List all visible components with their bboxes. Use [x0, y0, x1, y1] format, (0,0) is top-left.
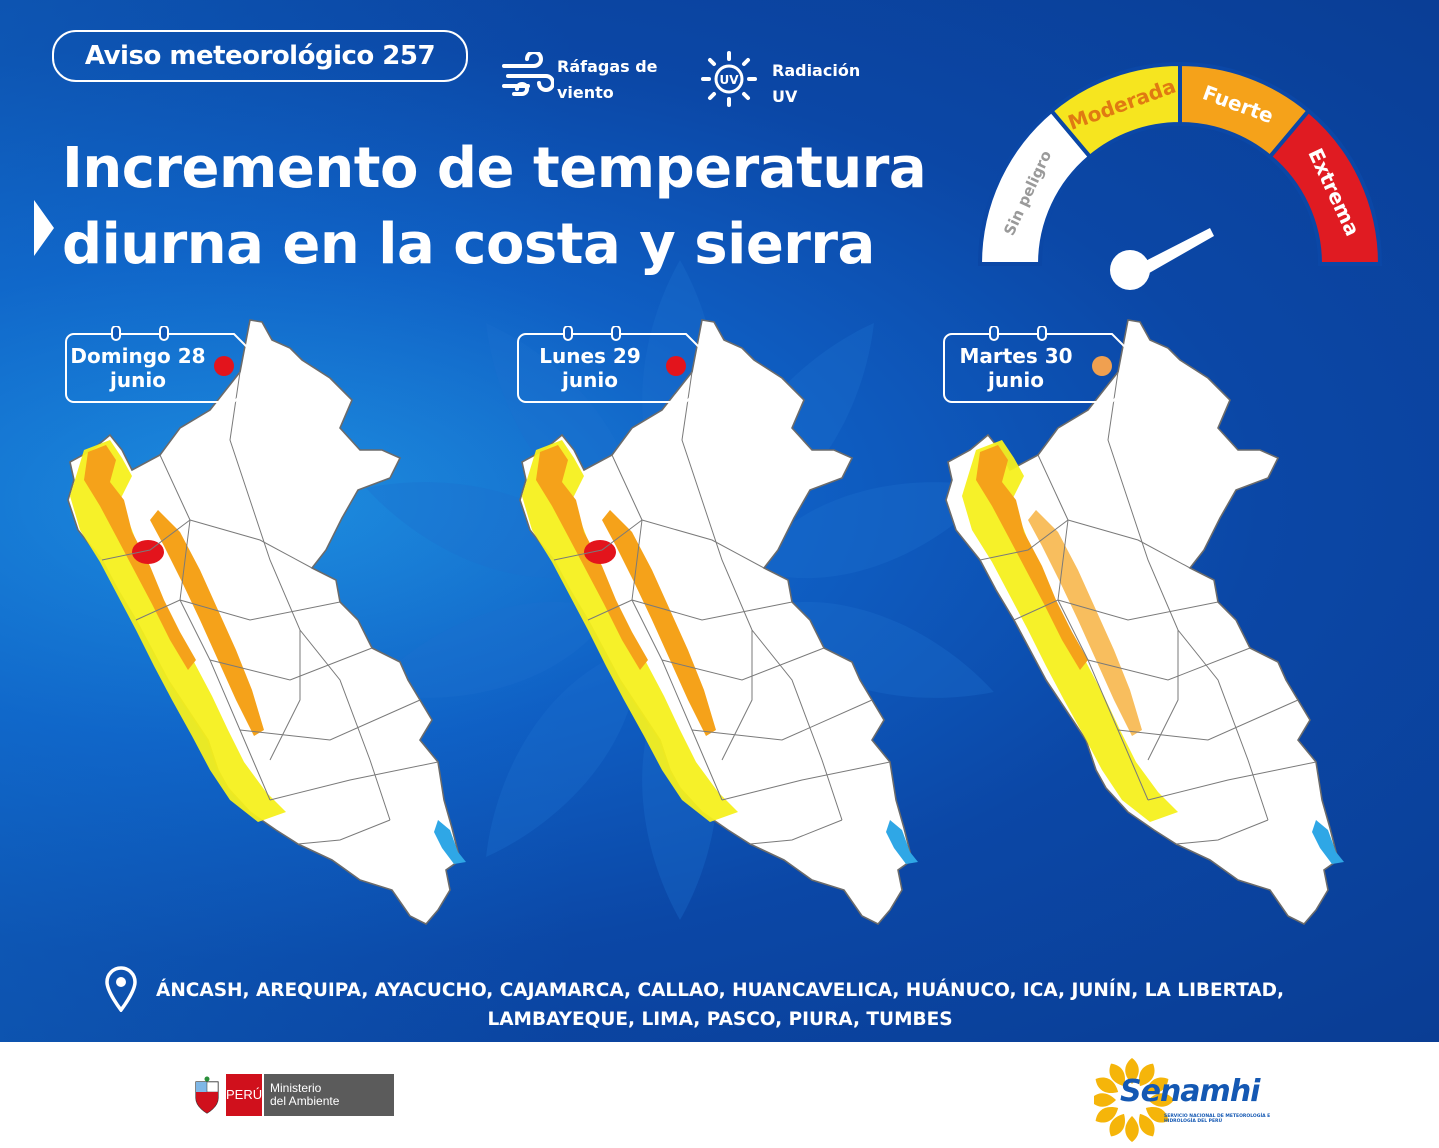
- date-month: junio: [562, 368, 618, 392]
- peru-label: PERÚ: [226, 1074, 262, 1116]
- department-border: [641, 519, 765, 569]
- gauge-segment-extrema: [1267, 107, 1383, 266]
- department-border: [587, 599, 633, 621]
- lake-titicaca: [1312, 820, 1344, 864]
- date-month: junio: [110, 368, 166, 392]
- senamhi-sun-icon: [1094, 1058, 1174, 1142]
- date-label-card: Domingo 28 junio: [64, 326, 270, 403]
- level-dot: [666, 356, 686, 376]
- department-border: [135, 599, 181, 621]
- gauge-needle: [1110, 228, 1214, 290]
- level-dot: [214, 356, 234, 376]
- peru-map: [945, 319, 1344, 925]
- department-border: [239, 699, 421, 741]
- forecast-map-day-2: Lunes 29 junio: [492, 300, 932, 940]
- peru-coat-of-arms-icon: [195, 1076, 219, 1114]
- department-border: [721, 630, 753, 761]
- department-border: [1013, 599, 1059, 621]
- ministry-line-1: Ministerio: [270, 1081, 322, 1095]
- legend-wind-label-1: Ráfagas de: [557, 57, 658, 76]
- level-dot: [1092, 356, 1112, 376]
- peru-outline: [519, 319, 913, 925]
- date-day: Martes 30: [959, 344, 1073, 368]
- date-label-card: Martes 30 junio: [942, 326, 1148, 403]
- date-label-card: Lunes 29 junio: [516, 326, 722, 403]
- department-border: [269, 630, 301, 761]
- department-border: [297, 819, 391, 845]
- hazard-zone-strong-highlands: [1028, 510, 1142, 736]
- department-border: [979, 519, 1069, 561]
- legend-wind-label-2: viento: [557, 83, 614, 102]
- senamhi-subtitle: SERVICIO NACIONAL DE METEOROLOGÍA E HIDR…: [1164, 1114, 1271, 1124]
- department-border: [101, 519, 191, 561]
- department-border: [553, 519, 643, 561]
- warning-number-badge: Aviso meteorológico 257: [52, 30, 468, 82]
- ministerio-del-ambiente-logo: PERÚ Ministerio del Ambiente: [192, 1072, 396, 1118]
- department-border: [1117, 699, 1299, 741]
- footer: PERÚ Ministerio del Ambiente Senamhi SER…: [0, 1042, 1439, 1148]
- date-day: Domingo 28: [70, 344, 206, 368]
- date-day: Lunes 29: [539, 344, 641, 368]
- senamhi-wordmark: Senamhi: [1120, 1074, 1260, 1109]
- ministry-line-2: del Ambiente: [270, 1094, 340, 1108]
- department-border: [691, 699, 873, 741]
- headline-line-2: diurna en la costa y sierra: [62, 212, 875, 277]
- department-border: [189, 519, 313, 569]
- department-border: [661, 647, 825, 681]
- department-border: [1147, 630, 1179, 761]
- hazard-zone-strong: [976, 445, 1088, 670]
- peru-outline: [67, 319, 461, 925]
- department-border: [229, 371, 391, 821]
- department-border: [1107, 371, 1269, 821]
- department-border: [631, 599, 793, 621]
- department-border: [269, 761, 439, 801]
- legend-uv-label-2: UV: [772, 87, 798, 106]
- lake-titicaca: [886, 820, 918, 864]
- affected-regions-line-2: LAMBAYEQUE, LIMA, PASCO, PIURA, TUMBES: [487, 1009, 953, 1030]
- department-border: [159, 454, 271, 801]
- ministry-label: Ministerio del Ambiente: [264, 1074, 394, 1116]
- wind-gust-icon: [502, 52, 554, 96]
- department-border: [681, 371, 843, 821]
- calendar-card-icon: [943, 326, 1148, 403]
- calendar-card-icon: [65, 326, 270, 403]
- warning-banner: Aviso meteorológico 257 Ráfagas de vient…: [0, 0, 1439, 1042]
- department-border: [1147, 761, 1317, 801]
- hazard-zone-strong-highlands: [602, 510, 716, 736]
- department-border: [611, 454, 723, 801]
- uv-sun-icon: UV: [701, 51, 757, 107]
- date-month: junio: [988, 368, 1044, 392]
- department-border: [1057, 599, 1219, 621]
- department-border: [1175, 819, 1269, 845]
- forecast-map-day-1: Domingo 28 junio: [40, 300, 480, 940]
- forecast-map-day-3: Martes 30 junio: [918, 300, 1358, 940]
- affected-regions-line-1: ÁNCASH, AREQUIPA, AYACUCHO, CAJAMARCA, C…: [156, 980, 1284, 1001]
- peru-map: [519, 319, 918, 925]
- department-border: [209, 647, 373, 681]
- peru-map: [67, 319, 466, 925]
- department-border: [749, 819, 843, 845]
- hazard-zone-strong-highlands: [150, 510, 264, 736]
- peru-outline: [945, 319, 1339, 925]
- senamhi-logo: Senamhi SERVICIO NACIONAL DE METEOROLOGÍ…: [1094, 1056, 1274, 1142]
- location-pin-icon: [105, 966, 137, 1012]
- headline-line-1: Incremento de temperatura: [62, 136, 927, 201]
- title-arrow-icon: [34, 200, 54, 256]
- department-border: [721, 761, 891, 801]
- lake-titicaca: [434, 820, 466, 864]
- calendar-card-icon: [517, 326, 722, 403]
- legend-uv-label-1: Radiación: [772, 61, 861, 80]
- uv-icon-text: UV: [719, 73, 739, 87]
- department-border: [1087, 647, 1251, 681]
- department-border: [179, 599, 341, 621]
- department-border: [1037, 454, 1149, 801]
- department-border: [1067, 519, 1191, 569]
